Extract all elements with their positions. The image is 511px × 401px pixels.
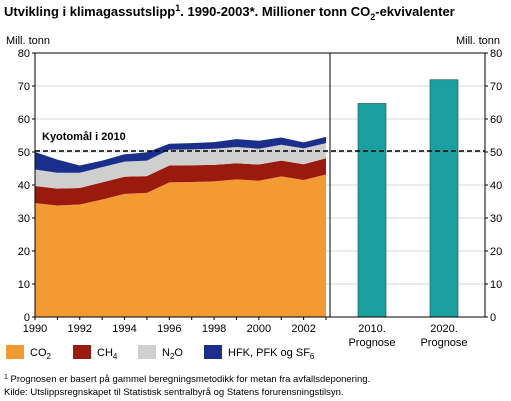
y-tick-label-left: 30 xyxy=(18,213,30,225)
y-axis-label-left: Mill. tonn xyxy=(6,35,50,47)
y-ticks-left: 0 10 20 30 40 50 60 70 80 xyxy=(18,48,35,324)
chart-title: Utvikling i klimagassutslipp1. 1990-2003… xyxy=(4,3,455,22)
y-tick-label-left: 40 xyxy=(18,180,30,192)
y-tick-label-right: 70 xyxy=(490,81,502,93)
y-tick-label-left: 10 xyxy=(18,279,30,291)
plot-area: Kyotomål i 2010 0 10 20 30 40 50 60 70 80 0 10 20 3… xyxy=(18,48,503,349)
area-n2o xyxy=(35,143,326,189)
forecast-bar xyxy=(429,79,459,318)
y-tick-label-right: 50 xyxy=(490,147,502,159)
y-tick-label-left: 60 xyxy=(18,114,30,126)
forecast-label-text: Prognose xyxy=(420,337,467,349)
y-tick-label-right: 80 xyxy=(490,48,502,60)
x-tick-label: 1990 xyxy=(23,323,47,335)
x-tick-label: 1992 xyxy=(68,323,92,335)
y-tick-label-left: 0 xyxy=(24,312,30,324)
forecast-labels: 2010. Prognose 2020. Prognose xyxy=(348,323,467,349)
legend: CO2 CH4 N2O HFK, PFK og SF6 xyxy=(6,345,315,361)
x-tick-label: 2002 xyxy=(291,323,315,335)
x-tick-label: 1994 xyxy=(112,323,136,335)
legend-label-ch4: CH4 xyxy=(97,347,118,361)
kyoto-target-label: Kyotomål i 2010 xyxy=(42,131,126,143)
legend-swatch-hfk xyxy=(204,345,222,359)
legend-label-hfk: HFK, PFK og SF6 xyxy=(228,347,315,361)
legend-label-n2o: N2O xyxy=(162,347,183,361)
forecast-label-text: Prognose xyxy=(348,337,395,349)
forecast-bars xyxy=(357,79,459,318)
forecast-label-year: 2010. xyxy=(358,323,386,335)
y-tick-label-right: 0 xyxy=(490,312,496,324)
legend-swatch-co2 xyxy=(6,345,24,359)
y-axis-label-right: Mill. tonn xyxy=(456,35,500,47)
legend-swatch-ch4 xyxy=(73,345,91,359)
x-tick-label: 1998 xyxy=(202,323,226,335)
y-tick-label-left: 80 xyxy=(18,48,30,60)
y-tick-label-right: 60 xyxy=(490,114,502,126)
y-tick-label-left: 50 xyxy=(18,147,30,159)
y-tick-label-right: 10 xyxy=(490,279,502,291)
area-ch4 xyxy=(35,158,326,206)
y-ticks-right: 0 10 20 30 40 50 60 70 80 xyxy=(485,48,502,324)
legend-swatch-n2o xyxy=(138,345,156,359)
y-tick-label-right: 30 xyxy=(490,213,502,225)
x-tick-label: 1996 xyxy=(157,323,181,335)
y-tick-label-left: 70 xyxy=(18,81,30,93)
x-tick-label: 2000 xyxy=(247,323,271,335)
forecast-label-year: 2020. xyxy=(430,323,458,335)
source-note: Kilde: Utslippsregnskapet til Statistisk… xyxy=(4,387,344,398)
y-tick-label-right: 20 xyxy=(490,246,502,258)
forecast-bar xyxy=(357,103,387,318)
x-ticks: 1990 1992 1994 1996 1998 2000 2002 xyxy=(23,317,327,335)
y-tick-label-left: 20 xyxy=(18,246,30,258)
y-tick-label-right: 40 xyxy=(490,180,502,192)
footnote: 1 Prognosen er basert på gammel beregnin… xyxy=(4,374,370,385)
stacked-areas xyxy=(35,136,326,317)
legend-label-co2: CO2 xyxy=(30,347,52,361)
area-hfk xyxy=(35,136,326,173)
area-co2 xyxy=(35,174,326,317)
